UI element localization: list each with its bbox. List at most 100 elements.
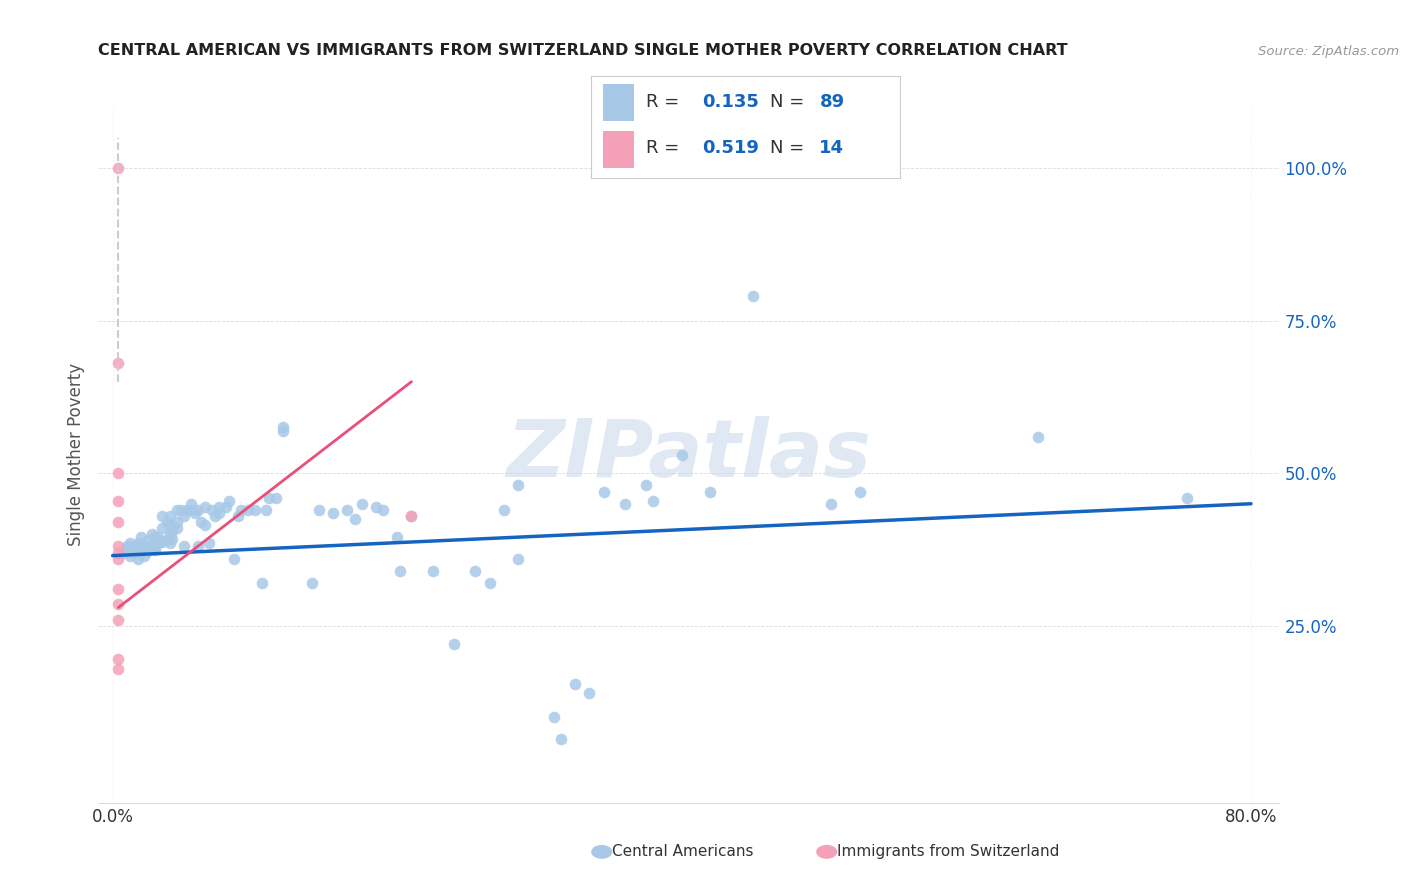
Point (308, 503, 330, 517)
Point (550, 731, 572, 746)
Text: 0.135: 0.135 (702, 93, 759, 111)
Point (848, 484, 870, 499)
Point (364, 500, 387, 514)
Point (443, 637, 465, 651)
Text: R =: R = (647, 93, 685, 111)
Point (143, 540, 166, 554)
Point (198, 536, 221, 550)
Point (492, 503, 515, 517)
FancyBboxPatch shape (603, 131, 634, 168)
Point (204, 508, 226, 523)
Point (1175, 491, 1198, 505)
Point (218, 493, 240, 508)
Point (152, 508, 174, 523)
Point (107, 356, 129, 370)
Point (636, 478, 658, 492)
Point (201, 503, 224, 517)
Point (162, 524, 184, 539)
Text: R =: R = (647, 139, 685, 157)
Point (143, 542, 166, 557)
Y-axis label: Single Mother Poverty: Single Mother Poverty (66, 363, 84, 547)
Point (170, 503, 193, 517)
Point (194, 518, 217, 533)
Point (643, 493, 665, 508)
Point (148, 530, 170, 544)
Point (156, 533, 179, 548)
Point (671, 448, 693, 462)
Point (107, 551, 129, 566)
Point (141, 527, 163, 541)
Text: Central Americans: Central Americans (612, 845, 754, 859)
Point (107, 515, 129, 529)
Text: N =: N = (770, 139, 810, 157)
Point (107, 493, 129, 508)
Point (371, 503, 394, 517)
Point (257, 491, 280, 505)
Point (143, 530, 166, 544)
Point (578, 686, 600, 700)
Point (132, 549, 155, 563)
Text: ZIPatlas: ZIPatlas (506, 416, 872, 494)
Point (176, 503, 198, 517)
Point (159, 527, 181, 541)
Point (107, 540, 129, 554)
Text: Source: ZipAtlas.com: Source: ZipAtlas.com (1258, 45, 1399, 58)
Point (322, 506, 344, 520)
Point (173, 508, 195, 523)
Point (820, 497, 842, 511)
Point (387, 530, 409, 544)
Text: Immigrants from Switzerland: Immigrants from Switzerland (837, 845, 1059, 859)
Point (336, 503, 359, 517)
Point (222, 551, 245, 566)
Point (136, 540, 159, 554)
Point (129, 545, 152, 559)
Point (159, 536, 181, 550)
Text: 0.519: 0.519 (702, 139, 759, 157)
Point (226, 508, 249, 523)
Point (127, 536, 149, 550)
Point (422, 564, 444, 578)
Point (464, 564, 486, 578)
Text: CENTRAL AMERICAN VS IMMIGRANTS FROM SWITZERLAND SINGLE MOTHER POVERTY CORRELATIO: CENTRAL AMERICAN VS IMMIGRANTS FROM SWIT… (98, 43, 1069, 58)
Point (159, 508, 181, 523)
Point (343, 512, 366, 526)
Point (190, 515, 212, 529)
Point (107, 598, 129, 612)
Point (478, 576, 501, 591)
Point (148, 536, 170, 550)
Point (156, 515, 179, 529)
Point (173, 540, 195, 554)
Point (115, 542, 138, 557)
Point (194, 500, 217, 514)
Point (266, 491, 288, 505)
Point (141, 541, 163, 555)
Point (254, 503, 277, 517)
Point (250, 576, 273, 591)
Point (592, 484, 614, 499)
Point (273, 424, 295, 438)
Point (166, 521, 188, 535)
Point (613, 497, 636, 511)
Point (112, 545, 135, 559)
Point (122, 540, 145, 554)
Point (389, 564, 412, 578)
Point (243, 503, 266, 517)
Point (136, 533, 159, 548)
Point (129, 530, 152, 544)
Point (208, 506, 231, 520)
Point (107, 582, 129, 597)
Point (136, 544, 159, 558)
Point (401, 508, 423, 523)
Point (152, 521, 174, 535)
Point (401, 508, 423, 523)
Point (187, 503, 209, 517)
Point (127, 541, 149, 555)
Point (162, 532, 184, 546)
Point (508, 478, 530, 492)
Point (107, 613, 129, 627)
Point (350, 497, 373, 511)
Point (229, 503, 252, 517)
Point (159, 518, 181, 533)
Point (215, 500, 238, 514)
Point (543, 710, 565, 724)
